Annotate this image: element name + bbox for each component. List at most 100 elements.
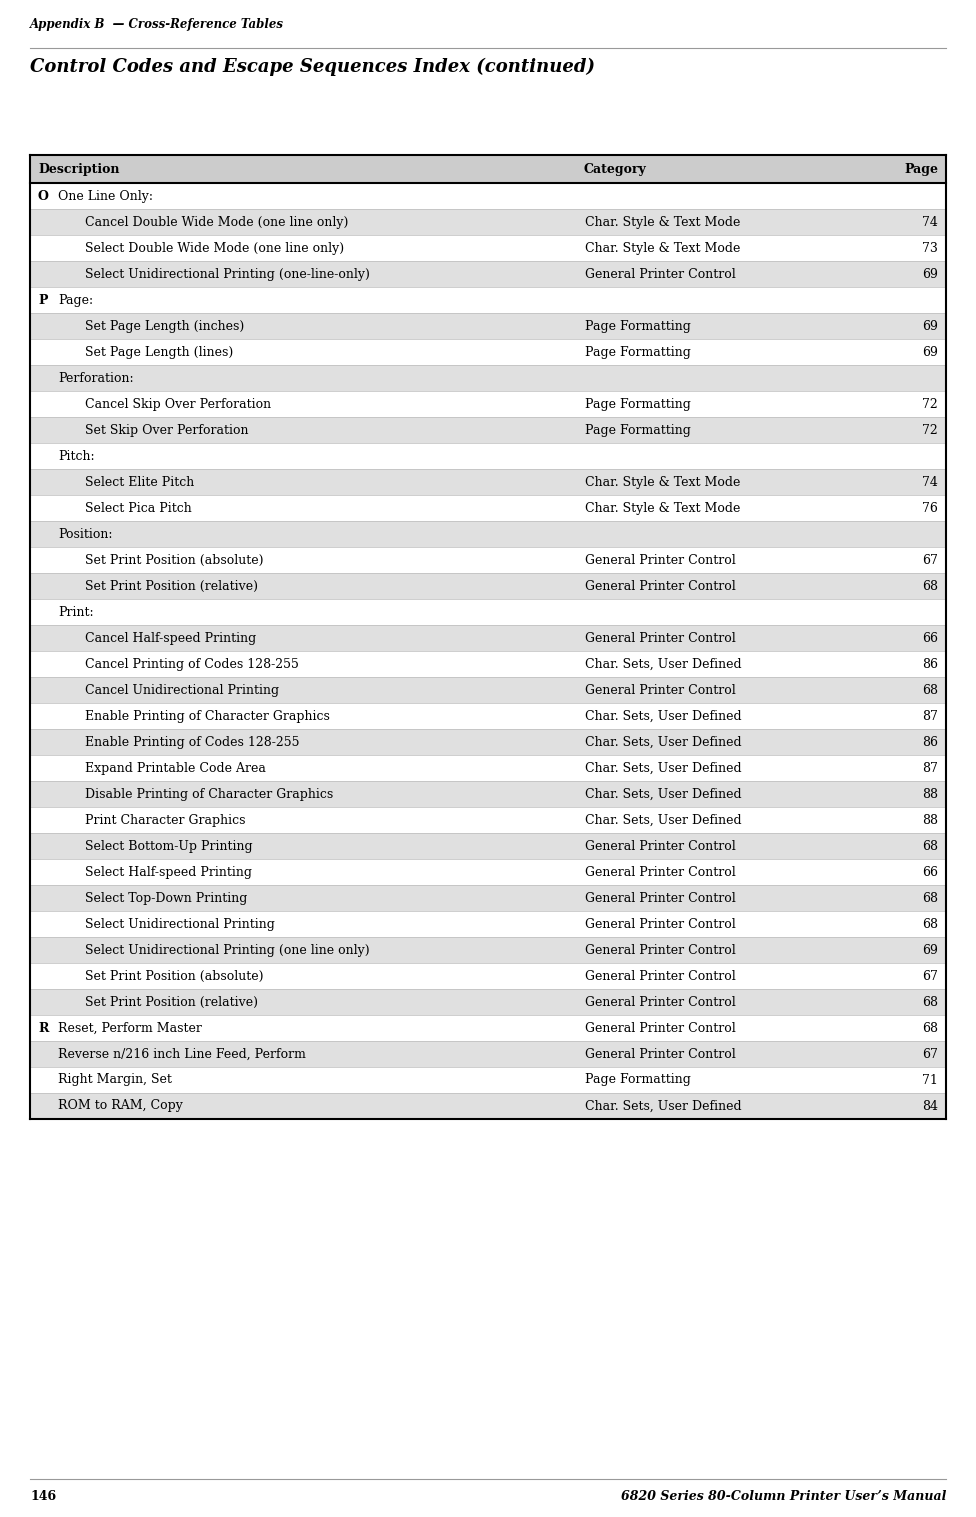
Text: General Printer Control: General Printer Control	[585, 969, 736, 983]
Bar	[30, 443, 946, 469]
Text: Control Codes and Escape Sequences Index (continued): Control Codes and Escape Sequences Index…	[30, 58, 595, 76]
Text: Pitch:: Pitch:	[58, 449, 95, 463]
Text: Cancel Printing of Codes 128-255: Cancel Printing of Codes 128-255	[85, 657, 299, 671]
Bar	[30, 989, 946, 1015]
Text: General Printer Control: General Printer Control	[585, 1021, 736, 1035]
Text: Char. Sets, User Defined: Char. Sets, User Defined	[585, 787, 742, 801]
Text: General Printer Control: General Printer Control	[585, 554, 736, 566]
Text: 88: 88	[922, 787, 938, 801]
Text: Char. Style & Text Mode: Char. Style & Text Mode	[585, 475, 741, 488]
Text: 68: 68	[922, 918, 938, 930]
Bar	[30, 417, 946, 443]
Text: General Printer Control: General Printer Control	[585, 866, 736, 878]
Text: ROM to RAM, Copy: ROM to RAM, Copy	[58, 1100, 183, 1112]
Bar	[30, 730, 946, 755]
Bar	[30, 651, 946, 677]
Bar	[30, 1094, 946, 1120]
Bar	[30, 912, 946, 938]
Text: Cancel Double Wide Mode (one line only): Cancel Double Wide Mode (one line only)	[85, 215, 348, 229]
Text: Expand Printable Code Area: Expand Printable Code Area	[85, 762, 265, 775]
Text: 68: 68	[922, 1021, 938, 1035]
Text: 69: 69	[922, 267, 938, 281]
Bar	[30, 781, 946, 807]
Text: 73: 73	[922, 241, 938, 255]
Text: 76: 76	[922, 502, 938, 514]
Text: Disable Printing of Character Graphics: Disable Printing of Character Graphics	[85, 787, 333, 801]
Bar	[30, 155, 946, 184]
Bar	[30, 702, 946, 730]
Text: General Printer Control: General Printer Control	[585, 579, 736, 593]
Bar	[30, 366, 946, 391]
Text: Char. Style & Text Mode: Char. Style & Text Mode	[585, 241, 741, 255]
Bar	[30, 938, 946, 963]
Text: Char. Style & Text Mode: Char. Style & Text Mode	[585, 502, 741, 514]
Text: Print Character Graphics: Print Character Graphics	[85, 813, 246, 827]
Text: 68: 68	[922, 995, 938, 1009]
Text: R: R	[38, 1021, 49, 1035]
Text: Set Print Position (relative): Set Print Position (relative)	[85, 579, 258, 593]
Text: 84: 84	[922, 1100, 938, 1112]
Text: Page Formatting: Page Formatting	[585, 397, 691, 411]
Text: 86: 86	[922, 736, 938, 748]
Text: P: P	[38, 293, 48, 306]
Bar	[30, 1015, 946, 1041]
Bar	[30, 677, 946, 702]
Bar	[30, 184, 946, 209]
Text: Set Print Position (relative): Set Print Position (relative)	[85, 995, 258, 1009]
Text: Char. Sets, User Defined: Char. Sets, User Defined	[585, 813, 742, 827]
Bar	[30, 495, 946, 520]
Text: Page Formatting: Page Formatting	[585, 1074, 691, 1086]
Text: 146: 146	[30, 1490, 57, 1503]
Text: 67: 67	[922, 969, 938, 983]
Bar	[30, 599, 946, 625]
Text: O: O	[38, 190, 49, 202]
Text: Page: Page	[904, 162, 938, 176]
Bar	[30, 859, 946, 884]
Bar	[30, 625, 946, 651]
Text: Enable Printing of Codes 128-255: Enable Printing of Codes 128-255	[85, 736, 300, 748]
Text: Select Pica Pitch: Select Pica Pitch	[85, 502, 191, 514]
Bar	[30, 209, 946, 235]
Text: 66: 66	[922, 866, 938, 878]
Text: Right Margin, Set: Right Margin, Set	[58, 1074, 172, 1086]
Text: 87: 87	[922, 710, 938, 722]
Text: General Printer Control: General Printer Control	[585, 684, 736, 696]
Text: General Printer Control: General Printer Control	[585, 267, 736, 281]
Text: Page Formatting: Page Formatting	[585, 423, 691, 437]
Text: 88: 88	[922, 813, 938, 827]
Bar	[30, 548, 946, 573]
Text: Description: Description	[38, 162, 119, 176]
Text: Page Formatting: Page Formatting	[585, 320, 691, 332]
Text: General Printer Control: General Printer Control	[585, 918, 736, 930]
Bar	[30, 338, 946, 366]
Text: Cancel Unidirectional Printing: Cancel Unidirectional Printing	[85, 684, 279, 696]
Text: Char. Sets, User Defined: Char. Sets, User Defined	[585, 710, 742, 722]
Text: Set Print Position (absolute): Set Print Position (absolute)	[85, 969, 264, 983]
Text: 72: 72	[922, 397, 938, 411]
Text: Set Page Length (lines): Set Page Length (lines)	[85, 346, 233, 358]
Bar	[30, 313, 946, 338]
Text: Select Unidirectional Printing (one-line-only): Select Unidirectional Printing (one-line…	[85, 267, 370, 281]
Text: General Printer Control: General Printer Control	[585, 944, 736, 957]
Text: General Printer Control: General Printer Control	[585, 839, 736, 853]
Text: Reset, Perform Master: Reset, Perform Master	[58, 1021, 202, 1035]
Text: Char. Sets, User Defined: Char. Sets, User Defined	[585, 762, 742, 775]
Bar	[30, 833, 946, 859]
Text: 68: 68	[922, 839, 938, 853]
Text: Select Unidirectional Printing (one line only): Select Unidirectional Printing (one line…	[85, 944, 370, 957]
Text: General Printer Control: General Printer Control	[585, 631, 736, 645]
Text: Char. Sets, User Defined: Char. Sets, User Defined	[585, 736, 742, 748]
Bar	[30, 807, 946, 833]
Bar	[30, 755, 946, 781]
Text: 67: 67	[922, 554, 938, 566]
Bar	[30, 573, 946, 599]
Text: General Printer Control: General Printer Control	[585, 995, 736, 1009]
Bar	[30, 287, 946, 313]
Text: Set Print Position (absolute): Set Print Position (absolute)	[85, 554, 264, 566]
Text: Select Elite Pitch: Select Elite Pitch	[85, 475, 194, 488]
Text: 72: 72	[922, 423, 938, 437]
Text: One Line Only:: One Line Only:	[58, 190, 153, 202]
Text: Page Formatting: Page Formatting	[585, 346, 691, 358]
Text: Cancel Skip Over Perforation: Cancel Skip Over Perforation	[85, 397, 271, 411]
Text: Char. Style & Text Mode: Char. Style & Text Mode	[585, 215, 741, 229]
